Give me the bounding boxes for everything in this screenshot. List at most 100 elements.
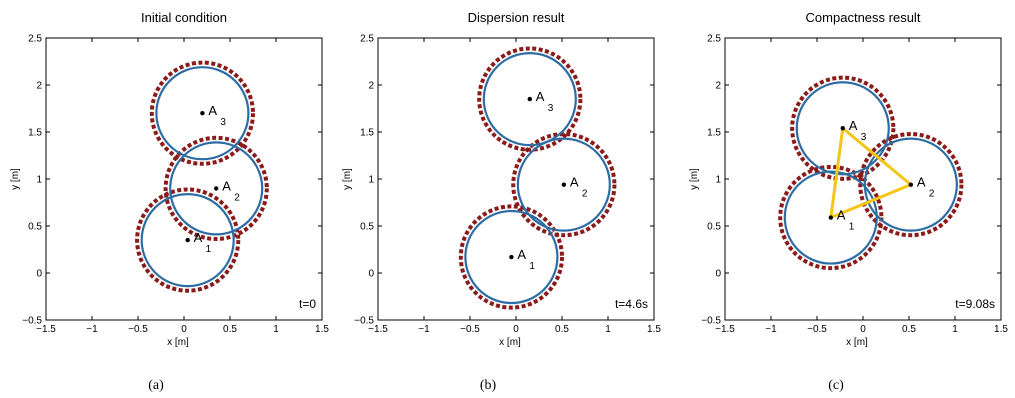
x-tick-label: −1 [86, 324, 98, 335]
agent-label-sub-2: 2 [929, 189, 935, 200]
y-tick-label: 1 [368, 175, 374, 186]
agent-point-1 [828, 215, 833, 220]
y-tick-label: 0 [715, 269, 721, 280]
agent-label-sub-3: 3 [220, 117, 226, 128]
time-label: t=4.6s [615, 297, 648, 311]
chart-title: Dispersion result [468, 10, 565, 25]
y-axis-label: y [m] [342, 168, 353, 190]
agent-label-3: A [849, 118, 858, 133]
y-tick-label: 0 [368, 269, 374, 280]
y-tick-label: 1 [715, 175, 721, 186]
agent-safety-circle-2 [858, 132, 964, 238]
agent-label-1: A [194, 230, 203, 245]
agent-point-3 [200, 111, 205, 116]
agent-safety-circle-2 [511, 132, 617, 238]
agent-link [841, 126, 913, 187]
agent-link [829, 183, 913, 220]
panel-caption: (a) [148, 378, 164, 393]
agent-label-sub-3: 3 [548, 103, 554, 114]
plot-frame [377, 37, 655, 321]
x-tick-label: −1.5 [368, 324, 388, 335]
x-tick-label: 0 [513, 324, 519, 335]
x-tick-label: −0.5 [460, 324, 480, 335]
x-tick-label: 1 [952, 324, 958, 335]
time-label: t=0 [299, 297, 316, 311]
agent-safety-circle-3 [477, 46, 583, 152]
agent-range-circle-1 [140, 193, 235, 288]
agent-label-2: A [917, 175, 926, 190]
x-tick-label: −1.5 [36, 324, 56, 335]
y-tick-label: 1.5 [360, 128, 374, 139]
chart-title: Compactness result [806, 10, 921, 25]
agent-range-circle-2 [516, 137, 611, 232]
y-tick-label: 2 [715, 81, 721, 92]
plot-area [458, 46, 617, 310]
x-tick-label: 1 [605, 324, 611, 335]
y-tick-label: 2.5 [28, 34, 42, 45]
y-tick-label: 1.5 [28, 128, 42, 139]
agent-range-circle-3 [155, 66, 250, 161]
chart-title: Initial condition [141, 10, 227, 25]
agent-label-1: A [517, 247, 526, 262]
x-tick-label: 1.5 [994, 324, 1008, 335]
agent-point-2 [214, 186, 219, 191]
agent-label-sub-1: 1 [849, 222, 855, 233]
agent-label-sub-2: 2 [582, 189, 588, 200]
agent-label-sub-2: 2 [234, 192, 240, 203]
y-tick-label: 1 [36, 175, 42, 186]
plot-area [135, 60, 269, 293]
y-tick-label: 0.5 [707, 222, 721, 233]
agent-label-2: A [222, 178, 231, 193]
agent-point-1 [185, 237, 190, 243]
plot-area [778, 75, 964, 271]
x-tick-label: −1 [765, 324, 777, 335]
agent-safety-circle-2 [163, 135, 269, 241]
agent-point-3 [840, 126, 845, 131]
agent-point-1 [509, 254, 514, 260]
time-label: t=9.08s [955, 297, 995, 311]
panel-caption: (b) [480, 378, 497, 393]
agent-safety-circle-1 [458, 204, 564, 310]
agent-label-3: A [208, 103, 217, 118]
x-tick-label: −0.5 [128, 324, 148, 335]
panel-dispersion-result: −1.5 −1 −0.5 0 0.5 1 1.5 −0.5 0 0.5 1 1.5 2 2.5 Disper… [342, 10, 661, 393]
y-tick-label: 0 [36, 269, 42, 280]
agent-safety-circle-3 [790, 75, 896, 181]
agent-label-sub-3: 3 [861, 132, 867, 143]
y-tick-label: 1.5 [707, 128, 721, 139]
agent-label-2: A [570, 175, 579, 190]
x-tick-label: 0.5 [555, 324, 569, 335]
y-tick-label: 0.5 [28, 222, 42, 233]
y-tick-label: −0.5 [354, 316, 374, 327]
x-tick-label: 0 [860, 324, 866, 335]
agent-point-2 [908, 182, 914, 187]
x-tick-label: 1 [273, 324, 279, 335]
agent-link [829, 126, 845, 220]
y-tick-label: 2 [368, 81, 374, 92]
agent-point-2 [561, 182, 567, 187]
x-tick-label: −1.5 [715, 324, 735, 335]
panel-compactness-result: −1.5 −1 −0.5 0 0.5 1 1.5 −0.5 0 0.5 1 1.5 2 2.5 Compac… [689, 10, 1008, 393]
y-tick-label: 0.5 [360, 222, 374, 233]
agent-range-circle-2 [169, 141, 264, 236]
plot-frame [45, 37, 323, 321]
x-tick-label: 0.5 [902, 324, 916, 335]
panel-caption: (c) [828, 378, 844, 393]
x-tick-label: −0.5 [807, 324, 827, 335]
x-tick-label: −1 [418, 324, 430, 335]
agent-label-sub-1: 1 [206, 244, 212, 255]
agent-safety-circle-1 [135, 187, 241, 293]
agent-point-3 [527, 96, 532, 102]
x-axis-label: x [m] [167, 337, 189, 348]
x-tick-label: 0.5 [223, 324, 237, 335]
agent-safety-circle-3 [149, 60, 255, 166]
x-axis-label: x [m] [499, 337, 521, 348]
agent-range-circle-3 [795, 81, 890, 176]
y-tick-label: 2.5 [707, 34, 721, 45]
x-axis-label: x [m] [846, 337, 868, 348]
agent-range-circle-1 [464, 209, 559, 305]
agent-safety-circle-1 [778, 164, 884, 271]
agent-range-circle-3 [482, 51, 577, 147]
y-tick-label: 2.5 [360, 34, 374, 45]
